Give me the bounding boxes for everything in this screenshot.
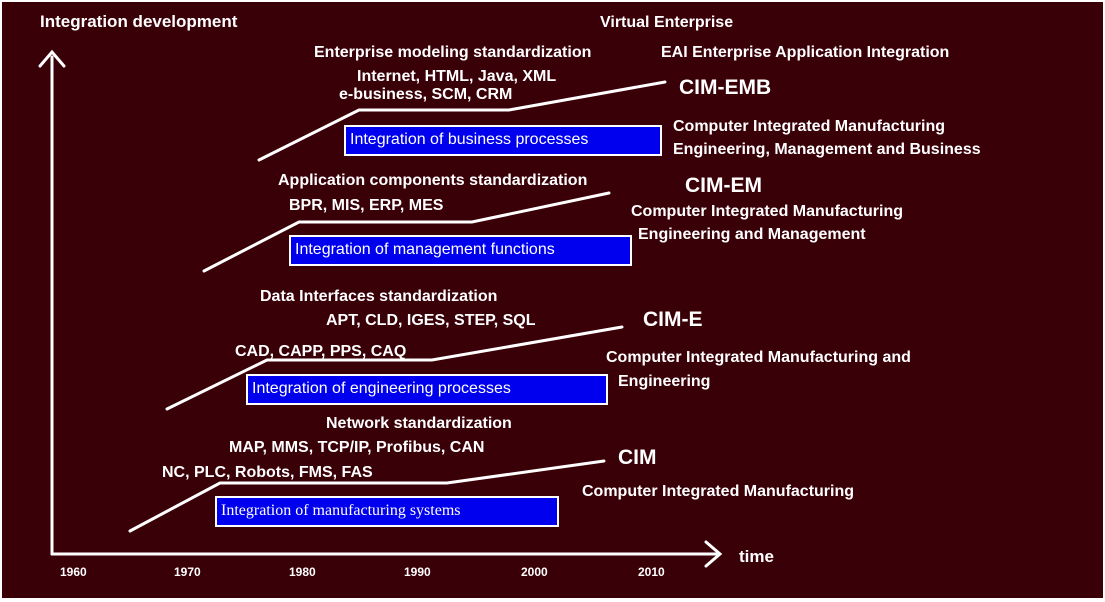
y-axis-arrowhead <box>38 49 66 68</box>
description-cim-e-2: Engineering <box>618 373 711 390</box>
y-axis-label: Integration development <box>40 12 238 31</box>
tech-label-cim-emb-1: Internet, HTML, Java, XML <box>357 68 557 85</box>
virtual-enterprise-label: Virtual Enterprise <box>600 14 734 31</box>
tick-label: 1960 <box>60 565 87 579</box>
level-name-cim-e: CIM-E <box>643 308 703 331</box>
description-cim-1: Computer Integrated Manufacturing <box>582 483 855 500</box>
tech-label-cim-1: MAP, MMS, TCP/IP, Profibus, CAN <box>229 439 485 456</box>
integration-box-label: Integration of business processes <box>350 131 589 148</box>
level-name-cim-em: CIM-EM <box>685 174 762 197</box>
eai-label: EAI Enterprise Application Integration <box>661 44 950 61</box>
standard-label-cim-e: Data Interfaces standardization <box>260 288 498 305</box>
tick-label: 1980 <box>289 565 316 579</box>
integration-box-label: Integration of management functions <box>295 241 555 258</box>
level-name-cim-emb: CIM-EMB <box>679 76 772 99</box>
trend-line-cim-e <box>165 325 624 411</box>
tech-label-cim-e-2: CAD, CAPP, PPS, CAQ <box>235 343 407 360</box>
tech-label-cim-2: NC, PLC, Robots, FMS, FAS <box>162 464 373 481</box>
level-name-cim: CIM <box>618 446 657 469</box>
integration-box-business: Integration of business processes <box>344 125 662 156</box>
standard-label-cim-em: Application components standardization <box>278 172 588 189</box>
integration-box-manufacturing: Integration of manufacturing systems <box>215 496 559 527</box>
tech-label-cim-emb-2: e-business, SCM, CRM <box>339 86 513 103</box>
integration-box-label: Integration of engineering processes <box>252 380 511 397</box>
tick-label: 1990 <box>404 565 431 579</box>
tick-label: 2000 <box>521 565 548 579</box>
tech-label-cim-e-1: APT, CLD, IGES, STEP, SQL <box>326 312 536 329</box>
trend-line-cim-emb <box>257 80 667 162</box>
integration-box-engineering: Integration of engineering processes <box>246 374 608 405</box>
standard-label-cim-emb: Enterprise modeling standardization <box>314 44 592 61</box>
x-axis-label: time <box>739 547 774 566</box>
description-cim-em-2: Engineering and Management <box>638 226 866 243</box>
description-cim-emb-1: Computer Integrated Manufacturing <box>673 118 946 135</box>
x-axis-arrowhead <box>704 540 723 568</box>
integration-box-label: Integration of manufacturing systems <box>221 502 461 519</box>
trend-line-cim-em <box>202 191 611 273</box>
standard-label-cim: Network standardization <box>326 415 512 432</box>
integration-box-management: Integration of management functions <box>289 235 632 266</box>
description-cim-e-1: Computer Integrated Manufacturing and <box>606 349 911 366</box>
description-cim-em-1: Computer Integrated Manufacturing <box>631 203 904 220</box>
tick-label: 2010 <box>638 565 665 579</box>
tech-label-cim-em-1: BPR, MIS, ERP, MES <box>289 197 444 214</box>
trend-line-cim <box>128 459 606 533</box>
tick-label: 1970 <box>174 565 201 579</box>
description-cim-emb-2: Engineering, Management and Business <box>673 141 981 158</box>
